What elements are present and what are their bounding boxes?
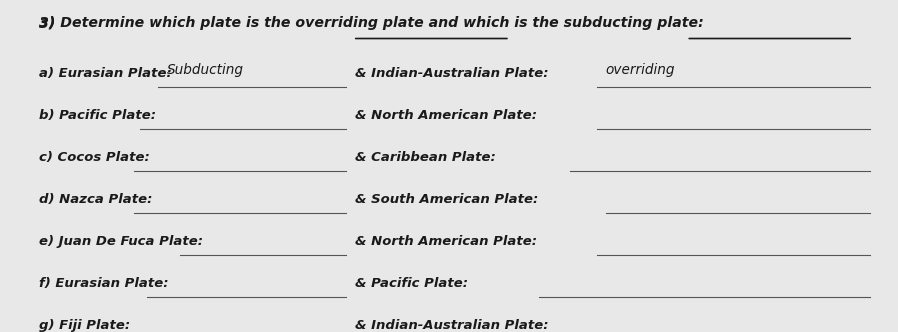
Text: Subducting: Subducting xyxy=(167,63,244,77)
Text: b) Pacific Plate:: b) Pacific Plate: xyxy=(39,110,156,123)
Text: d) Nazca Plate:: d) Nazca Plate: xyxy=(39,193,153,207)
Text: 3): 3) xyxy=(39,17,60,31)
Text: & South American Plate:: & South American Plate: xyxy=(355,193,538,207)
Text: & North American Plate:: & North American Plate: xyxy=(355,110,537,123)
Text: & Pacific Plate:: & Pacific Plate: xyxy=(355,277,468,290)
Text: 3) Determine which plate is the overriding plate and which is the subducting pla: 3) Determine which plate is the overridi… xyxy=(39,17,704,31)
Text: f) Eurasian Plate:: f) Eurasian Plate: xyxy=(39,277,169,290)
Text: & Indian-Australian Plate:: & Indian-Australian Plate: xyxy=(355,319,549,332)
Text: a) Eurasian Plate:: a) Eurasian Plate: xyxy=(39,67,172,80)
Text: overriding: overriding xyxy=(605,63,675,77)
Text: c) Cocos Plate:: c) Cocos Plate: xyxy=(39,151,150,164)
Text: g) Fiji Plate:: g) Fiji Plate: xyxy=(39,319,130,332)
Text: & Caribbean Plate:: & Caribbean Plate: xyxy=(355,151,496,164)
Text: & North American Plate:: & North American Plate: xyxy=(355,235,537,248)
Text: e) Juan De Fuca Plate:: e) Juan De Fuca Plate: xyxy=(39,235,203,248)
Text: & Indian-Australian Plate:: & Indian-Australian Plate: xyxy=(355,67,549,80)
